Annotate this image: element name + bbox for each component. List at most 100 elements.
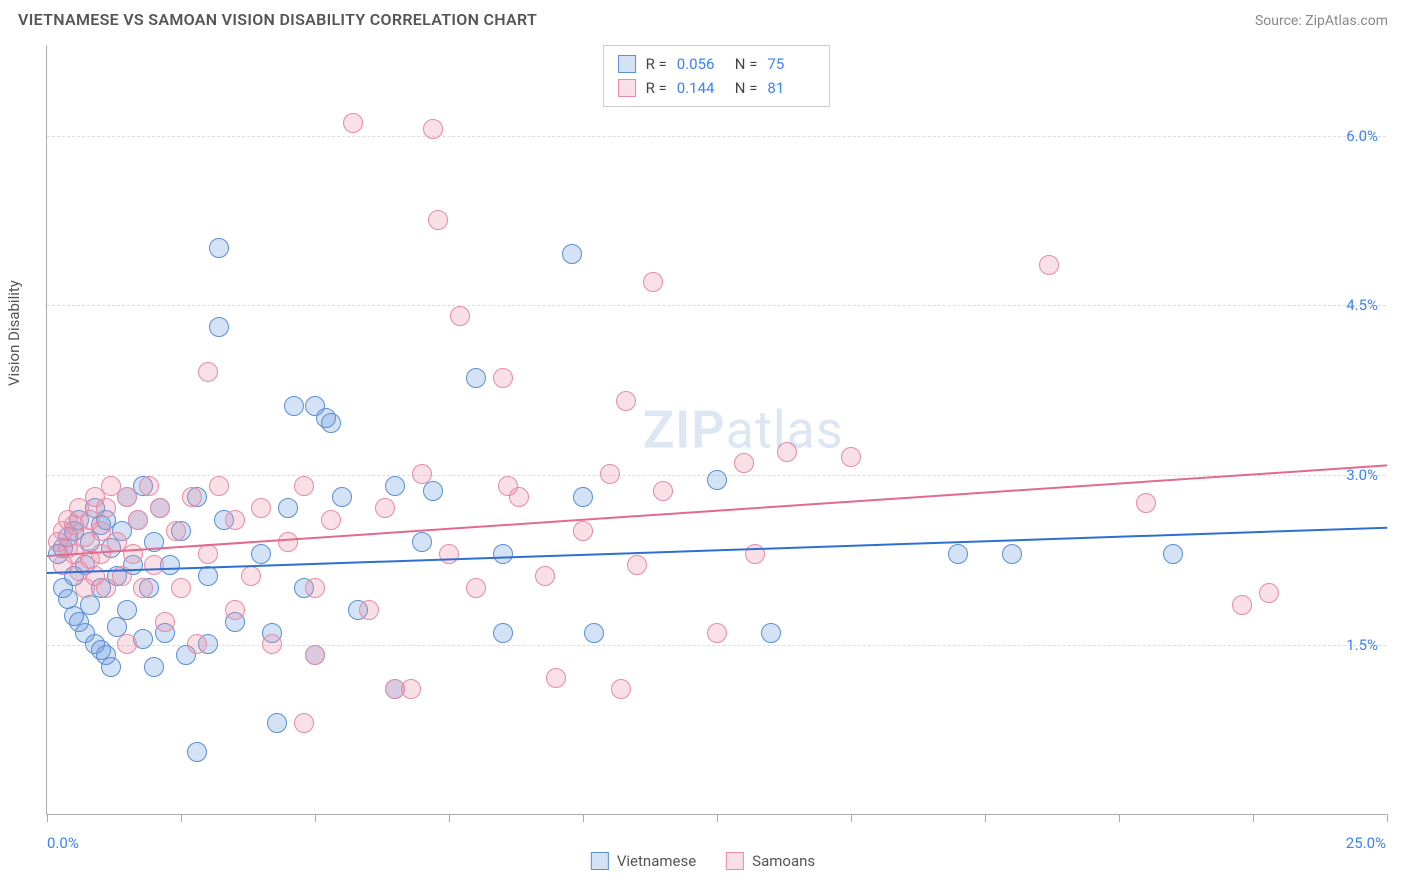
x-tick: [583, 814, 584, 822]
data-point: [423, 119, 443, 139]
data-point: [128, 510, 148, 530]
data-point: [412, 532, 432, 552]
y-tick-label: 1.5%: [1346, 636, 1378, 654]
data-point: [278, 498, 298, 518]
grid-line: [47, 645, 1386, 646]
data-point: [584, 623, 604, 643]
x-max-label: 25.0%: [1346, 834, 1386, 852]
x-tick: [851, 814, 852, 822]
data-point: [267, 713, 287, 733]
data-point: [251, 498, 271, 518]
data-point: [707, 623, 727, 643]
legend-label: Samoans: [752, 852, 815, 870]
data-point: [375, 498, 395, 518]
data-point: [653, 481, 673, 501]
data-point: [535, 566, 555, 586]
trend-line: [47, 526, 1387, 573]
data-point: [64, 606, 84, 626]
n-value: 81: [767, 76, 815, 100]
x-tick: [449, 814, 450, 822]
data-point: [450, 306, 470, 326]
data-point: [278, 532, 298, 552]
data-point: [745, 544, 765, 564]
bottom-legend: Vietnamese Samoans: [591, 852, 815, 870]
data-point: [1002, 544, 1022, 564]
x-tick: [717, 814, 718, 822]
data-point: [101, 657, 121, 677]
x-tick: [1387, 814, 1388, 822]
data-point: [209, 238, 229, 258]
data-point: [305, 578, 325, 598]
r-value: 0.056: [677, 52, 725, 76]
n-label: N =: [735, 76, 758, 100]
data-point: [401, 679, 421, 699]
data-point: [91, 640, 111, 660]
data-point: [611, 679, 631, 699]
data-point: [321, 413, 341, 433]
x-tick: [985, 814, 986, 822]
data-point: [643, 272, 663, 292]
n-value: 75: [767, 52, 815, 76]
data-point: [144, 657, 164, 677]
data-point: [117, 600, 137, 620]
data-point: [225, 510, 245, 530]
data-point: [117, 634, 137, 654]
data-point: [707, 470, 727, 490]
data-point: [305, 645, 325, 665]
data-point: [262, 634, 282, 654]
chart-header: VIETNAMESE VS SAMOAN VISION DISABILITY C…: [18, 10, 1388, 29]
data-point: [616, 391, 636, 411]
data-point: [493, 544, 513, 564]
x-tick: [315, 814, 316, 822]
data-point: [251, 544, 271, 564]
watermark: ZIPatlas: [643, 399, 844, 460]
data-point: [1232, 595, 1252, 615]
data-point: [332, 487, 352, 507]
x-tick: [47, 814, 48, 822]
data-point: [1259, 583, 1279, 603]
data-point: [96, 498, 116, 518]
legend-swatch: [618, 79, 636, 97]
legend-item: Vietnamese: [591, 852, 696, 870]
data-point: [187, 634, 207, 654]
y-tick-label: 6.0%: [1346, 127, 1378, 145]
data-point: [155, 612, 175, 632]
data-point: [841, 447, 861, 467]
data-point: [573, 487, 593, 507]
y-axis-label: Vision Disability: [5, 280, 23, 386]
data-point: [284, 396, 304, 416]
data-point: [600, 464, 620, 484]
data-point: [182, 487, 202, 507]
data-point: [166, 521, 186, 541]
data-point: [734, 453, 754, 473]
legend-swatch: [591, 852, 609, 870]
source-label: Source: ZipAtlas.com: [1255, 13, 1388, 29]
y-tick-label: 4.5%: [1346, 296, 1378, 314]
data-point: [761, 623, 781, 643]
data-point: [359, 600, 379, 620]
data-point: [294, 713, 314, 733]
data-point: [428, 210, 448, 230]
data-point: [546, 668, 566, 688]
data-point: [412, 464, 432, 484]
data-point: [1163, 544, 1183, 564]
data-point: [948, 544, 968, 564]
stats-row: R = 0.144 N = 81: [618, 76, 816, 100]
data-point: [150, 498, 170, 518]
x-tick: [1119, 814, 1120, 822]
data-point: [117, 487, 137, 507]
chart-title: VIETNAMESE VS SAMOAN VISION DISABILITY C…: [18, 10, 537, 29]
r-value: 0.144: [677, 76, 725, 100]
data-point: [225, 600, 245, 620]
r-label: R =: [646, 76, 667, 100]
y-tick-label: 3.0%: [1346, 466, 1378, 484]
data-point: [294, 476, 314, 496]
data-point: [1039, 255, 1059, 275]
data-point: [493, 623, 513, 643]
data-point: [777, 442, 797, 462]
data-point: [573, 521, 593, 541]
data-point: [209, 476, 229, 496]
data-point: [493, 368, 513, 388]
data-point: [321, 510, 341, 530]
scatter-chart: ZIPatlas R =0.056N =75R =0.144N =81 0.0%…: [46, 45, 1386, 815]
